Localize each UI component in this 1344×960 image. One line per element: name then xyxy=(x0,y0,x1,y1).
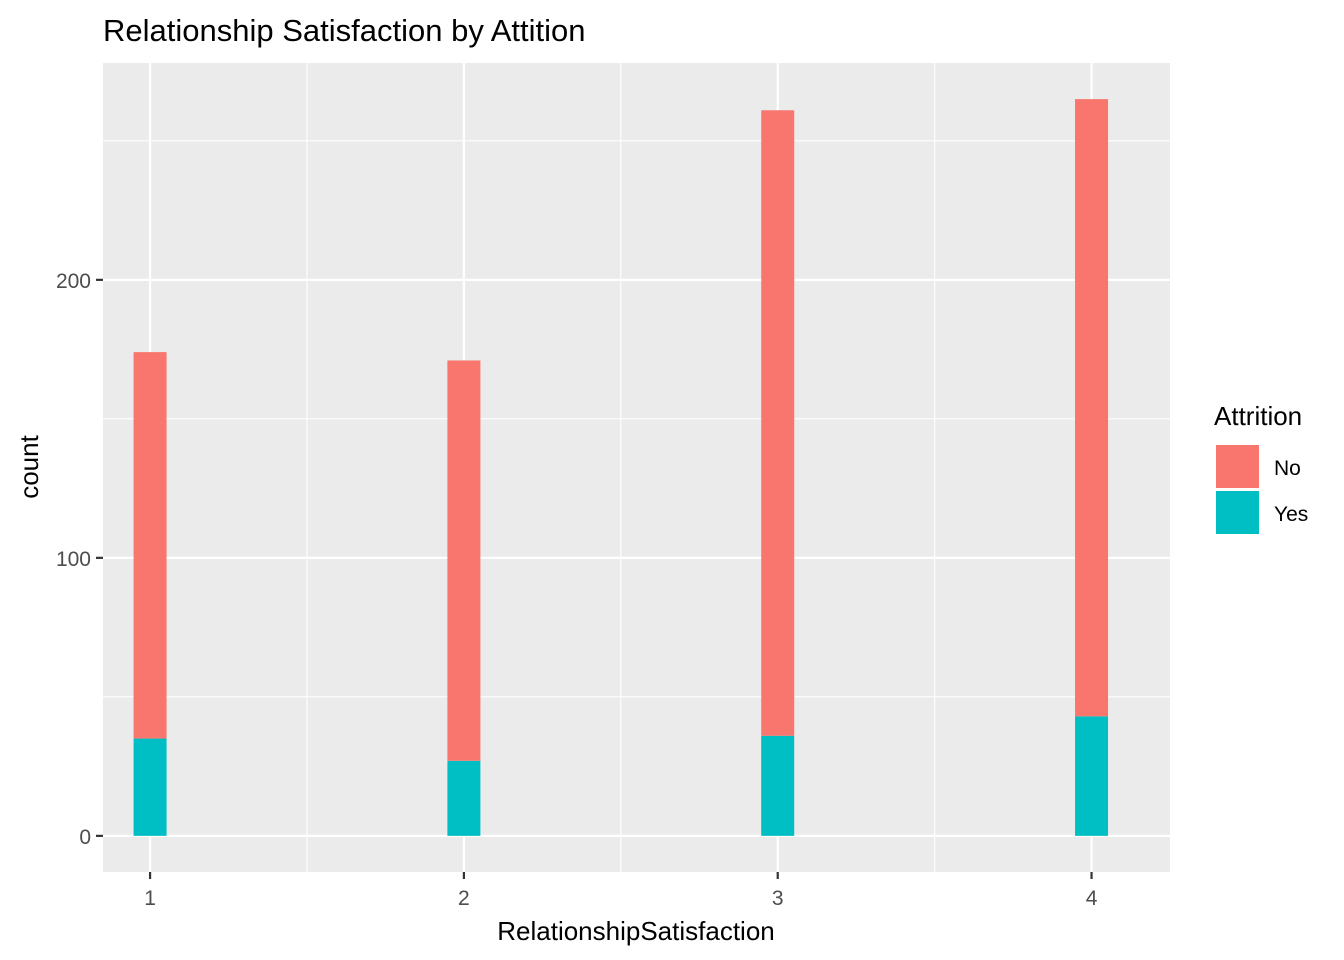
legend: Attrition No Yes xyxy=(1214,401,1308,534)
y-axis-title: count xyxy=(14,434,44,498)
y-tick-label: 200 xyxy=(56,270,91,293)
bar-yes-4 xyxy=(1075,716,1109,836)
y-tick-label: 100 xyxy=(56,548,91,571)
x-axis-title: RelationshipSatisfaction xyxy=(497,916,775,946)
bar-yes-3 xyxy=(761,735,795,836)
bar-no-4 xyxy=(1075,99,1109,717)
bar-yes-1 xyxy=(133,738,167,836)
bar-no-3 xyxy=(761,110,795,736)
bar-no-1 xyxy=(133,352,167,739)
x-tick-label: 3 xyxy=(772,887,784,910)
legend-key-yes xyxy=(1216,491,1259,534)
plot-panel xyxy=(103,63,1170,872)
bar-no-2 xyxy=(447,360,481,761)
bar-yes-2 xyxy=(447,760,481,836)
axes: 0 100 200 1 2 3 4 xyxy=(56,270,1098,910)
x-tick-label: 2 xyxy=(458,887,470,910)
legend-label-yes: Yes xyxy=(1274,503,1308,526)
legend-title: Attrition xyxy=(1214,401,1302,431)
x-tick-label: 4 xyxy=(1086,887,1098,910)
legend-label-no: No xyxy=(1274,457,1301,480)
bars xyxy=(133,99,1109,836)
chart-title: Relationship Satisfaction by Attition xyxy=(103,13,586,48)
x-tick-label: 1 xyxy=(144,887,156,910)
legend-key-no xyxy=(1216,445,1259,488)
y-tick-label: 0 xyxy=(79,826,91,849)
